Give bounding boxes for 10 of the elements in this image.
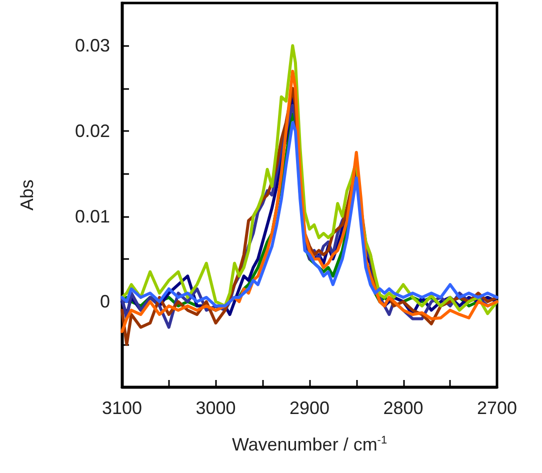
x-tick-label: 2700 [476, 398, 518, 418]
x-tick-label: 3100 [102, 398, 142, 418]
y-tick-label: 0.02 [74, 121, 110, 141]
x-tick-label: 2800 [383, 398, 424, 418]
y-tick-label: 0.01 [74, 206, 110, 226]
y-axis-title: Abs [17, 179, 37, 211]
x-tick-label: 3000 [196, 398, 236, 418]
y-tick-label: 0.03 [74, 36, 110, 56]
y-tick-label: 0 [100, 292, 110, 312]
x-tick-label: 2900 [289, 398, 330, 418]
